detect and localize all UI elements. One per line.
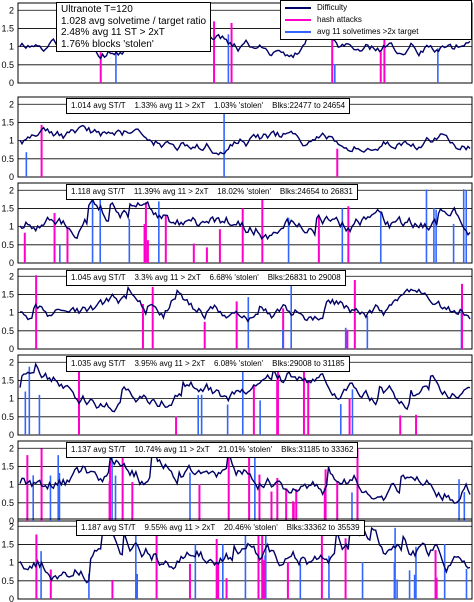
- legend-entry-difficulty: Difficulty: [285, 2, 347, 13]
- panel-annotation-3: 1.118 avg ST/T 11.39% avg 11 > 2xT 18.02…: [66, 184, 358, 200]
- chart-panel-7: 2 1.5 1 0.5 0 1.187 avg ST/T 9.55% avg 11 > 2…: [0, 516, 474, 602]
- y-tick-label: 1: [9, 308, 14, 318]
- chart-panel-svg-7: 2 1.5 1 0.5 0: [1, 518, 473, 602]
- y-tick-label: 2: [9, 443, 14, 453]
- y-tick-label: 1: [9, 394, 14, 404]
- plot-frame: [17, 268, 473, 350]
- annotation-line: 1.76% blocks 'stolen': [61, 38, 154, 50]
- y-tick-label: 0: [9, 516, 14, 526]
- y-tick-label: 0.5: [1, 498, 14, 508]
- y-tick-label: 1.5: [1, 203, 14, 213]
- chart-panel-svg-6: 2 1.5 1 0.5 0: [1, 440, 473, 526]
- legend-label-difficulty: Difficulty: [317, 3, 348, 12]
- panel-annotation-7: 1.187 avg ST/T 9.55% avg 11 > 2xT 20.46%…: [76, 520, 365, 536]
- difficulty-line: [19, 124, 471, 156]
- annotation-line: 1.035 avg ST/T 3.95% avg 11 > 2xT 6.08% …: [71, 359, 345, 368]
- y-tick-label: 2: [9, 5, 14, 15]
- chart-panel-6: 2 1.5 1 0.5 0 1.137 avg ST/T 10.74% avg 11 > …: [0, 438, 474, 526]
- difficulty-line: [20, 285, 471, 323]
- chart-panel-4: 2 1.5 1 0.5 0 1.045 avg ST/T 3.3% avg 11 > 2x…: [0, 266, 474, 354]
- y-tick-label: 1: [9, 558, 14, 568]
- panel-annotation-2: 1.014 avg ST/T 1.33% avg 11 > 2xT 1.03% …: [66, 98, 351, 114]
- difficulty-line: [19, 449, 471, 504]
- legend-swatch-difficulty: [285, 6, 311, 9]
- difficulty-line: [19, 526, 471, 584]
- y-tick-label: 1.5: [1, 23, 14, 33]
- legend-swatch-slow-solvetimes: [285, 30, 311, 33]
- plot-frame: [17, 96, 473, 178]
- y-tick-label: 1: [9, 136, 14, 146]
- chart-panel-5: 2 1.5 1 0.5 0 1.035 avg ST/T 3.95% avg 11 > 2…: [0, 352, 474, 440]
- y-tick-label: 0.5: [1, 326, 14, 336]
- y-tick-label: 0: [9, 78, 14, 88]
- y-tick-label: 1.5: [1, 289, 14, 299]
- y-tick-label: 0.5: [1, 240, 14, 250]
- chart-legend: Difficulty hash attacks avg 11 solvetime…: [280, 0, 472, 40]
- chart-panel-1: 2 1.5 1 0.5 0 Ultranote T=120 1.028 avg solvet…: [0, 0, 474, 88]
- y-tick-label: 1.5: [1, 375, 14, 385]
- y-tick-label: 2: [9, 357, 14, 367]
- y-tick-label: 2: [9, 521, 14, 531]
- annotation-line: 1.045 avg ST/T 3.3% avg 11 > 2xT 6.68% '…: [71, 273, 341, 282]
- y-tick-label: 0.5: [1, 60, 14, 70]
- y-tick-label: 0: [9, 344, 14, 354]
- annotation-line: 1.118 avg ST/T 11.39% avg 11 > 2xT 18.02…: [71, 187, 353, 196]
- y-tick-label: 1.5: [1, 117, 14, 127]
- y-tick-label: 2: [9, 99, 14, 109]
- difficulty-line: [19, 198, 471, 241]
- y-tick-label: 0: [9, 430, 14, 440]
- legend-label-slow-solvetimes: avg 11 solvetimes >2x target: [317, 27, 419, 36]
- legend-entry-slow-solvetimes: avg 11 solvetimes >2x target: [285, 26, 418, 37]
- chart-panel-3: 2 1.5 1 0.5 0 1.118 avg ST/T 11.39% avg 11 > …: [0, 180, 474, 268]
- y-tick-label: 1: [9, 480, 14, 490]
- annotation-line: 1.137 avg ST/T 10.74% avg 11 > 2xT 21.01…: [71, 445, 354, 454]
- y-tick-label: 1.5: [1, 539, 14, 549]
- y-tick-label: 0.5: [1, 412, 14, 422]
- legend-label-hash-attacks: hash attacks: [317, 15, 362, 24]
- y-tick-label: 1.5: [1, 461, 14, 471]
- annotation-line: 1.014 avg ST/T 1.33% avg 11 > 2xT 1.03% …: [71, 101, 346, 110]
- plot-frame: [17, 182, 473, 264]
- y-tick-label: 2: [9, 185, 14, 195]
- plot-frame: [17, 2, 473, 84]
- y-tick-label: 1: [9, 222, 14, 232]
- panel-annotation-4: 1.045 avg ST/T 3.3% avg 11 > 2xT 6.68% '…: [66, 270, 346, 286]
- y-tick-label: 0: [9, 594, 14, 602]
- panel-annotation-5: 1.035 avg ST/T 3.95% avg 11 > 2xT 6.08% …: [66, 356, 350, 372]
- panel-annotation-6: 1.137 avg ST/T 10.74% avg 11 > 2xT 21.01…: [66, 442, 359, 458]
- panel-annotation-1: Ultranote T=120 1.028 avg solvetime / tar…: [56, 2, 212, 52]
- chart-panel-svg-3: 2 1.5 1 0.5 0: [1, 182, 473, 268]
- y-tick-label: 0: [9, 258, 14, 268]
- annotation-line: Ultranote T=120: [61, 4, 133, 15]
- annotation-line: 1.187 avg ST/T 9.55% avg 11 > 2xT 20.46%…: [81, 523, 360, 532]
- chart-panel-2: 2 1.5 1 0.5 0 1.014 avg ST/T 1.33% avg 11 > 2…: [0, 94, 474, 182]
- y-tick-label: 0.5: [1, 154, 14, 164]
- plot-frame: [17, 354, 473, 436]
- y-tick-label: 2: [9, 271, 14, 281]
- legend-swatch-hash-attacks: [285, 18, 311, 21]
- y-tick-label: 0: [9, 172, 14, 182]
- difficulty-line: [19, 362, 471, 413]
- y-tick-label: 0.5: [1, 576, 14, 586]
- annotation-line: 1.028 avg solvetime / target ratio: [61, 15, 207, 27]
- y-tick-label: 1: [9, 42, 14, 52]
- annotation-line: 2.48% avg 11 ST > 2xT: [61, 27, 165, 38]
- legend-entry-hash-attacks: hash attacks: [285, 14, 362, 25]
